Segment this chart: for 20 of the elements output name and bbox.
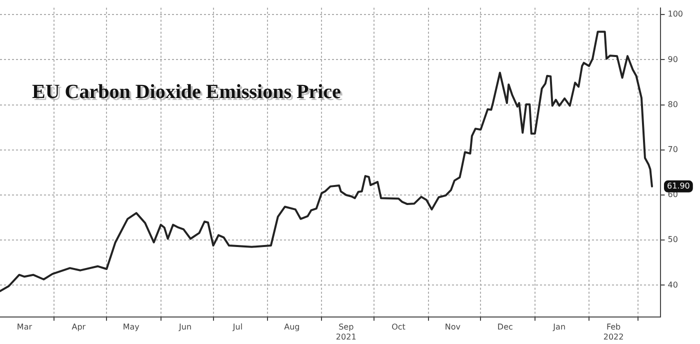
x-tick-label: Jan	[552, 322, 566, 332]
text: EU Carbon Dioxide Emissions Price	[34, 82, 344, 105]
x-tick-label: Jun	[178, 322, 192, 332]
x-tick-label: Jul	[232, 322, 243, 332]
x-tick-label: Oct	[392, 322, 406, 332]
x-tick-label: Sep 2021	[336, 322, 356, 342]
y-tick-label: 80	[668, 100, 678, 109]
x-tick-label: Dec	[497, 322, 513, 332]
x-tick-label: May	[122, 322, 140, 332]
x-tick-label: Nov	[444, 322, 461, 332]
y-tick-label: 100	[668, 10, 684, 19]
y-tick-label: 70	[668, 144, 678, 154]
x-tick-label: Apr	[72, 322, 86, 332]
annotation: 61.90	[666, 182, 690, 191]
y-tick-label: 50	[668, 235, 678, 244]
y-tick-label: 90	[668, 54, 678, 64]
y-tick-label: 40	[668, 280, 678, 290]
x-tick-label: Aug	[284, 322, 300, 332]
x-tick-label: Mar	[16, 322, 33, 332]
x-tick-label: Feb 2022	[603, 322, 624, 342]
